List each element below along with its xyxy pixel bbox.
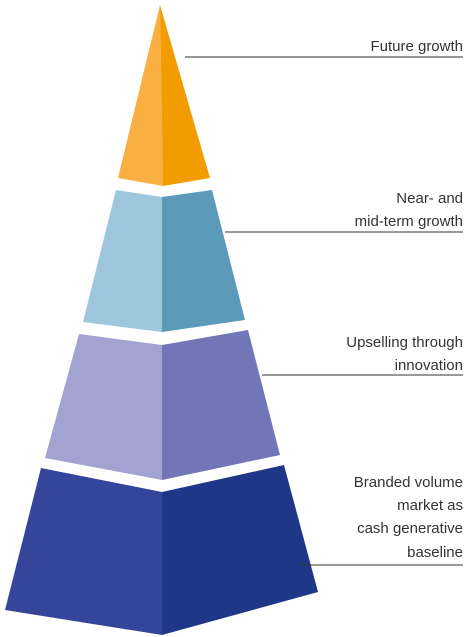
tier-label: Branded volume (354, 474, 463, 491)
tier-face-right (160, 5, 210, 186)
tier-face-right (162, 330, 280, 480)
tier-label: mid-term growth (355, 213, 463, 230)
tier-label: market as (397, 497, 463, 514)
tier-3 (45, 330, 280, 480)
tier-face-right (162, 465, 318, 635)
tier-face-left (5, 468, 162, 635)
tier-label: innovation (395, 357, 463, 374)
tier-label: Future growth (370, 38, 463, 55)
tier-2 (83, 190, 245, 332)
tier-label: baseline (407, 544, 463, 561)
tier-4 (5, 465, 318, 635)
tier-1 (118, 5, 210, 186)
tier-label: cash generative (357, 520, 463, 537)
tier-face-right (162, 190, 245, 332)
tier-face-left (118, 5, 163, 186)
tier-label: Near- and (396, 190, 463, 207)
tier-label: Upselling through (346, 334, 463, 351)
tier-face-left (45, 334, 162, 480)
tier-face-left (83, 190, 162, 332)
